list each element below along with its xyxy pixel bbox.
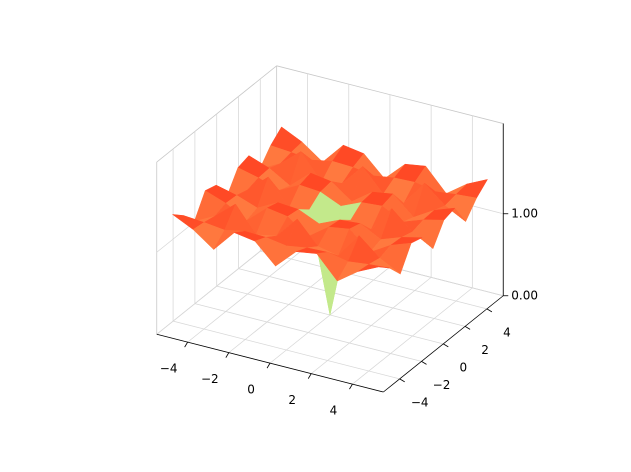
- x-tick-label: 4: [330, 404, 338, 418]
- grid-line: [260, 250, 487, 310]
- x-tick: [349, 383, 353, 390]
- x-tick-label: −2: [201, 372, 219, 386]
- grid-line: [194, 303, 422, 362]
- z-tick-label: 1.00: [511, 206, 538, 220]
- y-tick: [486, 308, 493, 313]
- x-tick: [307, 373, 312, 379]
- grid-line: [156, 237, 277, 335]
- x-tick: [266, 362, 271, 369]
- x-tick-label: −4: [160, 362, 178, 376]
- x-tick: [225, 352, 230, 358]
- y-tick: [464, 326, 471, 330]
- grid-line: [173, 320, 400, 380]
- surface-patch: [357, 264, 390, 272]
- y-tick-label: −2: [433, 378, 451, 392]
- x-tick-label: 0: [247, 383, 255, 397]
- z-tick-label: 0.00: [511, 288, 538, 302]
- y-tick: [443, 343, 449, 348]
- y-tick-label: 0: [459, 360, 467, 374]
- y-tick-label: −4: [411, 395, 429, 409]
- y-tick-label: 2: [481, 343, 489, 357]
- grid-line: [238, 268, 466, 327]
- y-tick: [399, 378, 405, 383]
- x-tick-label: 2: [288, 393, 296, 407]
- y-tick: [421, 361, 427, 365]
- y-tick-label: 4: [503, 325, 511, 339]
- x-tick: [184, 341, 188, 348]
